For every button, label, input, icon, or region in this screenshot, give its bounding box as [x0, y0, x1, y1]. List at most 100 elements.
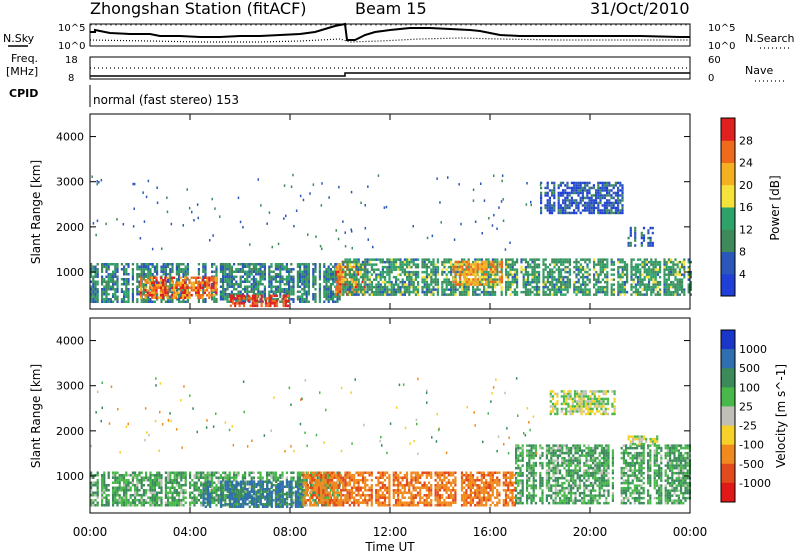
heatmap-cell: [134, 474, 137, 477]
heatmap-cell: [208, 296, 211, 299]
heatmap-cell: [575, 290, 578, 294]
heatmap-cell: [390, 290, 393, 294]
heatmap-cell: [467, 263, 471, 266]
heatmap-cell: [169, 298, 172, 301]
heatmap-cell: [535, 280, 538, 284]
heatmap-cell: [388, 263, 391, 266]
heatmap-cell: [487, 263, 490, 266]
heatmap-cell: [339, 280, 342, 284]
heatmap-cell: [663, 268, 666, 271]
heatmap-cell: [155, 289, 158, 292]
heatmap-cell: [505, 290, 508, 294]
heatmap-cell: [175, 281, 178, 284]
heatmap-cell: [279, 278, 282, 281]
heatmap-cell: [362, 278, 365, 281]
heatmap-cell: [606, 283, 609, 286]
heatmap-cell: [164, 265, 167, 268]
heatmap-cell: [270, 288, 273, 291]
heatmap-cell: [275, 294, 279, 298]
sparse-echo: [472, 188, 475, 191]
heatmap-cell: [244, 298, 247, 301]
heatmap-cell: [246, 263, 249, 266]
heatmap-cell: [401, 268, 404, 271]
heatmap-cell: [118, 474, 121, 477]
heatmap-cell: [531, 265, 534, 269]
heatmap-cell: [573, 265, 576, 269]
heatmap-cell: [325, 496, 328, 499]
heatmap-cell: [107, 268, 110, 271]
heatmap-cell: [222, 278, 225, 281]
heatmap-cell: [485, 283, 488, 286]
heatmap-cell: [327, 268, 330, 271]
heatmap-cell: [305, 270, 308, 273]
heatmap-cell: [570, 204, 573, 207]
heatmap-cell: [379, 260, 382, 264]
heatmap-cell: [652, 273, 655, 276]
heatmap-cell: [156, 494, 159, 497]
heatmap-cell: [562, 191, 565, 195]
heatmap-cell: [476, 293, 479, 296]
heatmap-cell: [641, 293, 644, 296]
heatmap-cell: [173, 474, 176, 477]
heatmap-cell: [570, 201, 573, 205]
heatmap-cell: [116, 265, 119, 268]
heatmap-cell: [491, 288, 494, 291]
heatmap-cell: [548, 204, 551, 207]
heatmap-cell: [476, 288, 479, 291]
heatmap-cell: [392, 275, 395, 279]
heatmap-cell: [588, 293, 591, 296]
heatmap-cell: [274, 298, 277, 301]
heatmap-cell: [222, 270, 225, 273]
heatmap-cell: [273, 304, 276, 308]
heatmap-cell: [153, 284, 156, 287]
heatmap-cell: [683, 293, 686, 296]
heatmap-cell: [342, 283, 345, 286]
heatmap-cell: [259, 268, 262, 271]
heatmap-cell: [236, 302, 239, 305]
heatmap-cell: [307, 278, 310, 281]
colorbar-tick-label: 12: [739, 223, 753, 236]
heatmap-cell: [595, 273, 598, 276]
heatmap-cell: [524, 280, 527, 284]
heatmap-cell: [590, 206, 593, 210]
heatmap-cell: [584, 270, 587, 274]
heatmap-cell: [417, 263, 420, 266]
heatmap-cell: [656, 280, 659, 284]
heatmap-cell: [92, 494, 95, 497]
heatmap-cell: [94, 265, 97, 268]
heatmap-cell: [634, 275, 637, 279]
heatmap-cell: [410, 258, 413, 261]
heatmap-cell: [169, 278, 172, 281]
heatmap-cell: [373, 285, 376, 289]
heatmap-cell: [164, 294, 167, 297]
heatmap-cell: [123, 484, 126, 487]
heatmap-cell: [465, 288, 468, 291]
heatmap-cell: [237, 474, 240, 477]
heatmap-cell: [171, 494, 174, 497]
heatmap-cell: [164, 491, 167, 494]
heatmap-cell: [553, 201, 556, 205]
heatmap-cell: [288, 285, 291, 288]
heatmap-cell: [94, 293, 97, 296]
heatmap-cell: [215, 300, 218, 303]
heatmap-cell: [617, 186, 620, 190]
heatmap-cell: [180, 290, 183, 293]
heatmap-cell: [606, 263, 609, 266]
heatmap-cell: [222, 489, 225, 492]
heatmap-cell: [557, 265, 560, 269]
heatmap-cell: [476, 280, 479, 284]
heatmap-cell: [654, 265, 657, 269]
heatmap-cell: [403, 290, 406, 294]
heatmap-cell: [235, 476, 238, 479]
heatmap-cell: [570, 199, 573, 202]
heatmap-cell: [588, 288, 591, 291]
heatmap-cell: [566, 191, 569, 195]
heatmap-cell: [614, 181, 617, 185]
heatmap-cell: [215, 491, 218, 494]
heatmap-cell: [228, 293, 231, 296]
heatmap-cell: [357, 280, 360, 284]
heatmap-cell: [204, 474, 207, 477]
heatmap-cell: [279, 295, 282, 298]
heatmap-cell: [520, 290, 523, 294]
heatmap-cell: [257, 489, 260, 492]
